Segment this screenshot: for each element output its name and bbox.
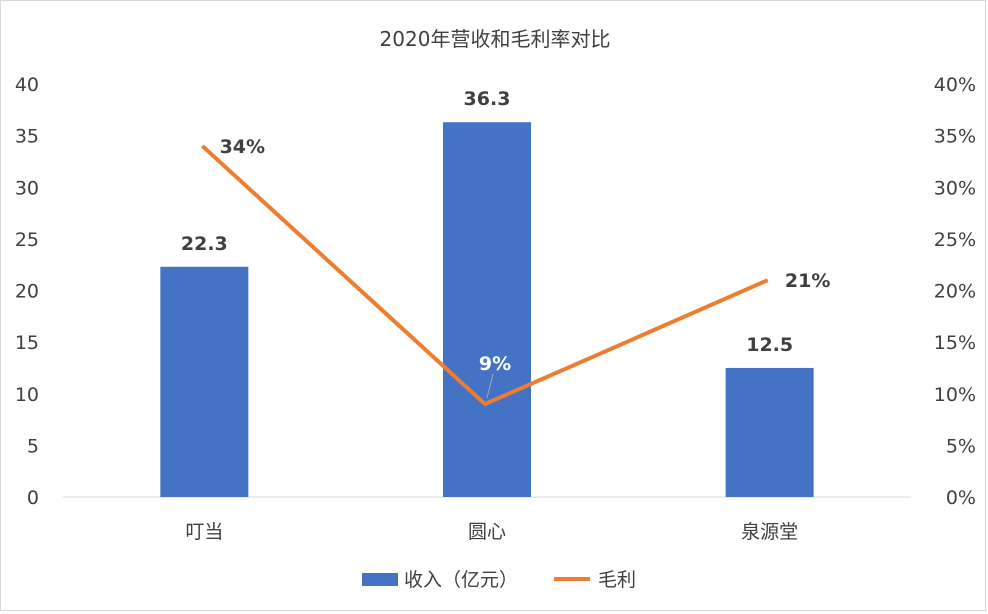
left-tick-label: 15: [15, 332, 39, 354]
left-tick-label: 0: [27, 487, 39, 509]
right-tick-label: 20%: [934, 281, 976, 303]
bar-data-label: 22.3: [181, 233, 228, 255]
right-tick-label: 40%: [934, 74, 976, 96]
right-tick-label: 25%: [934, 229, 976, 251]
legend-bar-label: 收入（亿元）: [404, 569, 518, 591]
bar-data-label: 12.5: [746, 334, 793, 356]
right-tick-label: 35%: [934, 126, 976, 148]
bar: [443, 122, 531, 497]
bar-series: 22.3 36.3 12.5: [160, 88, 814, 497]
line-series: 34% 9% 21%: [200, 136, 830, 407]
category-label: 泉源堂: [741, 521, 798, 543]
bar: [725, 367, 814, 497]
left-tick-label: 10: [15, 384, 39, 406]
line-path: [200, 144, 769, 407]
left-tick-label: 5: [27, 435, 39, 457]
right-tick-label: 15%: [934, 332, 976, 354]
line-data-label: 34%: [220, 136, 265, 158]
line-data-label: 21%: [785, 270, 830, 292]
bar: [160, 266, 249, 497]
chart-title: 2020年营收和毛利率对比: [380, 27, 611, 51]
category-label: 叮当: [185, 521, 223, 543]
left-axis: 0 5 10 15 20 25 30 35 40: [15, 74, 39, 509]
right-tick-label: 5%: [946, 435, 976, 457]
right-tick-label: 30%: [934, 177, 976, 199]
left-tick-label: 30: [15, 177, 39, 199]
legend: 收入（亿元） 毛利: [362, 569, 636, 591]
leader-line: [486, 373, 494, 399]
left-tick-label: 35: [15, 126, 39, 148]
left-tick-label: 25: [15, 229, 39, 251]
legend-bar-swatch: [362, 573, 398, 586]
line-data-label: 9%: [479, 353, 511, 375]
right-tick-label: 10%: [934, 384, 976, 406]
right-axis: 0% 5% 10% 15% 20% 25% 30% 35% 40%: [934, 74, 976, 509]
right-tick-label: 0%: [946, 487, 976, 509]
category-label: 圆心: [468, 521, 506, 543]
category-axis: 叮当 圆心 泉源堂: [185, 521, 798, 543]
left-tick-label: 40: [15, 74, 39, 96]
left-tick-label: 20: [15, 281, 39, 303]
legend-line-label: 毛利: [598, 569, 636, 591]
bar-data-label: 36.3: [464, 88, 511, 110]
